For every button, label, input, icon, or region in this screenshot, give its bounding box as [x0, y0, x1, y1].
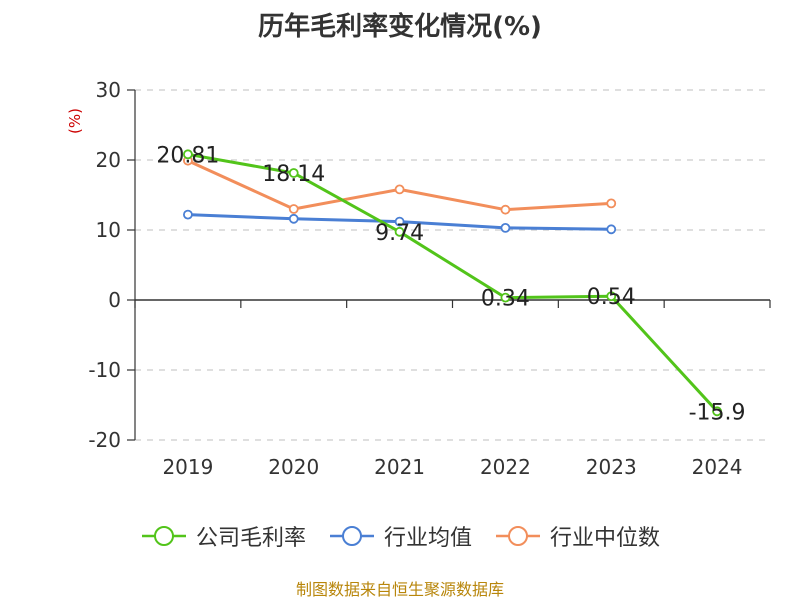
- data-label: 0.54: [587, 285, 636, 310]
- data-point-1: [288, 213, 299, 224]
- x-tick-label: 2023: [586, 455, 637, 479]
- chart-title: 历年毛利率变化情况(%): [258, 12, 542, 42]
- x-tick-label: 2024: [692, 455, 743, 479]
- y-tick-label: 0: [108, 288, 121, 312]
- series-line-0: [187, 152, 719, 413]
- y-tick-label: -10: [88, 358, 121, 382]
- legend-label-industry-mean: 行业均值: [383, 526, 472, 551]
- data-label: -15.9: [689, 400, 746, 425]
- data-point-1: [183, 209, 193, 220]
- y-tick-label: -20: [88, 428, 121, 452]
- legend-item-industry-mean[interactable]: 行业均值: [328, 520, 472, 552]
- data-point-2: [394, 184, 405, 195]
- legend-marker-company: [141, 526, 186, 546]
- legend-label-company: 公司毛利率: [195, 526, 306, 551]
- legend-label-industry-median: 行业中位数: [550, 526, 661, 551]
- data-point-2: [606, 198, 617, 209]
- data-label: 20.81: [156, 143, 219, 168]
- legend-marker-industry-median: [496, 526, 540, 546]
- data-label: 9.74: [375, 221, 424, 246]
- data-point-0: [606, 291, 617, 302]
- data-point-0: [183, 149, 193, 160]
- data-point-2: [288, 204, 299, 214]
- line-chart: 30 20 10 0 -10 -20 2019 2020 2021 2022 2023 2024 20.…: [88, 78, 771, 479]
- y-tick-label: 20: [96, 148, 121, 172]
- legend-marker-industry-mean: [329, 526, 374, 546]
- x-tick-label: 2021: [374, 455, 425, 479]
- data-point-1: [500, 222, 511, 233]
- data-point-0: [394, 226, 405, 237]
- x-tick-label: 2020: [268, 455, 319, 479]
- legend-item-industry-median[interactable]: 行业中位数: [494, 520, 660, 552]
- data-label: 0.34: [481, 287, 530, 312]
- y-tick-label: 30: [96, 78, 121, 102]
- data-point-1: [394, 216, 405, 227]
- x-tick-label: 2019: [162, 455, 213, 479]
- data-point-1: [606, 224, 617, 235]
- data-label: 18.14: [262, 162, 325, 187]
- y-tick-label: 10: [96, 218, 121, 242]
- data-point-0: [712, 406, 722, 417]
- legend-item-company[interactable]: 公司毛利率: [140, 520, 306, 552]
- data-point-2: [500, 204, 511, 215]
- legend: 公司毛利率 行业均值 行业中位数: [0, 520, 800, 552]
- data-point-0: [288, 168, 299, 178]
- data-source-note: 制图数据来自恒生聚源数据库: [295, 580, 504, 599]
- data-point-0: [500, 292, 511, 303]
- x-tick-label: 2022: [480, 455, 531, 479]
